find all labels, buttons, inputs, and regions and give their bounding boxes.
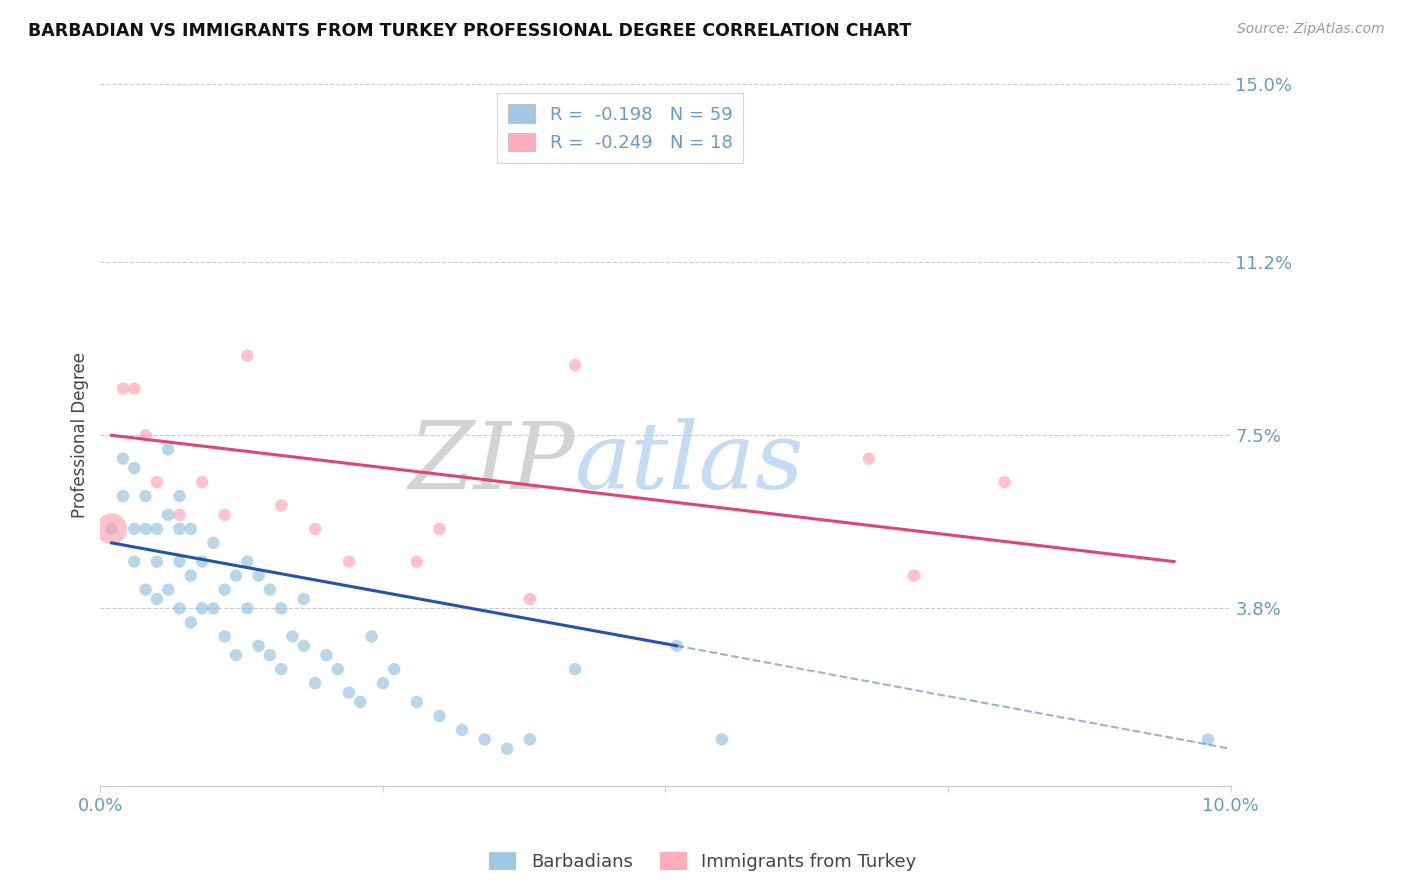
Point <box>304 676 326 690</box>
Legend: R =  -0.198   N = 59, R =  -0.249   N = 18: R = -0.198 N = 59, R = -0.249 N = 18 <box>498 94 744 163</box>
Point <box>146 592 169 607</box>
Point <box>191 601 214 615</box>
Point <box>858 451 880 466</box>
Point <box>259 582 281 597</box>
Point <box>146 475 169 489</box>
Point <box>349 695 371 709</box>
Point <box>337 555 360 569</box>
Point <box>259 648 281 662</box>
Point <box>993 475 1015 489</box>
Point <box>169 489 191 503</box>
Point <box>326 662 349 676</box>
Point <box>429 709 451 723</box>
Point <box>236 601 259 615</box>
Point <box>122 382 145 396</box>
Point <box>371 676 394 690</box>
Point <box>169 601 191 615</box>
Point <box>711 732 734 747</box>
Point <box>135 522 157 536</box>
Point <box>292 639 315 653</box>
Point <box>146 522 169 536</box>
Point <box>405 695 427 709</box>
Point <box>202 601 225 615</box>
Point <box>270 662 292 676</box>
Point <box>100 522 122 536</box>
Point <box>214 630 236 644</box>
Point <box>191 555 214 569</box>
Point <box>236 555 259 569</box>
Text: Source: ZipAtlas.com: Source: ZipAtlas.com <box>1237 22 1385 37</box>
Point <box>665 639 688 653</box>
Point <box>405 555 427 569</box>
Text: atlas: atlas <box>575 418 804 508</box>
Point <box>337 685 360 699</box>
Text: ZIP: ZIP <box>408 418 575 508</box>
Point <box>564 662 586 676</box>
Point <box>382 662 405 676</box>
Point <box>315 648 337 662</box>
Point <box>360 630 382 644</box>
Point <box>111 489 134 503</box>
Point <box>157 582 180 597</box>
Point <box>903 568 925 582</box>
Point <box>100 522 122 536</box>
Point <box>135 582 157 597</box>
Point <box>236 349 259 363</box>
Point <box>270 601 292 615</box>
Point <box>451 723 474 737</box>
Point <box>214 508 236 522</box>
Point <box>564 358 586 372</box>
Point <box>225 648 247 662</box>
Point <box>214 582 236 597</box>
Point <box>180 568 202 582</box>
Point <box>519 732 541 747</box>
Point <box>111 451 134 466</box>
Point <box>135 489 157 503</box>
Text: BARBADIAN VS IMMIGRANTS FROM TURKEY PROFESSIONAL DEGREE CORRELATION CHART: BARBADIAN VS IMMIGRANTS FROM TURKEY PROF… <box>28 22 911 40</box>
Point <box>180 615 202 630</box>
Point <box>169 522 191 536</box>
Y-axis label: Professional Degree: Professional Degree <box>72 352 89 518</box>
Point <box>270 499 292 513</box>
Point <box>474 732 496 747</box>
Point <box>191 475 214 489</box>
Point <box>180 522 202 536</box>
Point <box>519 592 541 607</box>
Point <box>157 508 180 522</box>
Point <box>247 639 270 653</box>
Point <box>135 428 157 442</box>
Point <box>169 555 191 569</box>
Point <box>202 536 225 550</box>
Point <box>292 592 315 607</box>
Point <box>496 741 519 756</box>
Point <box>146 555 169 569</box>
Point <box>225 568 247 582</box>
Point <box>157 442 180 457</box>
Point <box>122 461 145 475</box>
Point <box>169 508 191 522</box>
Point <box>111 382 134 396</box>
Point <box>122 522 145 536</box>
Point <box>122 555 145 569</box>
Point <box>247 568 270 582</box>
Point <box>281 630 304 644</box>
Point <box>1197 732 1219 747</box>
Point <box>304 522 326 536</box>
Point <box>429 522 451 536</box>
Legend: Barbadians, Immigrants from Turkey: Barbadians, Immigrants from Turkey <box>482 845 924 879</box>
